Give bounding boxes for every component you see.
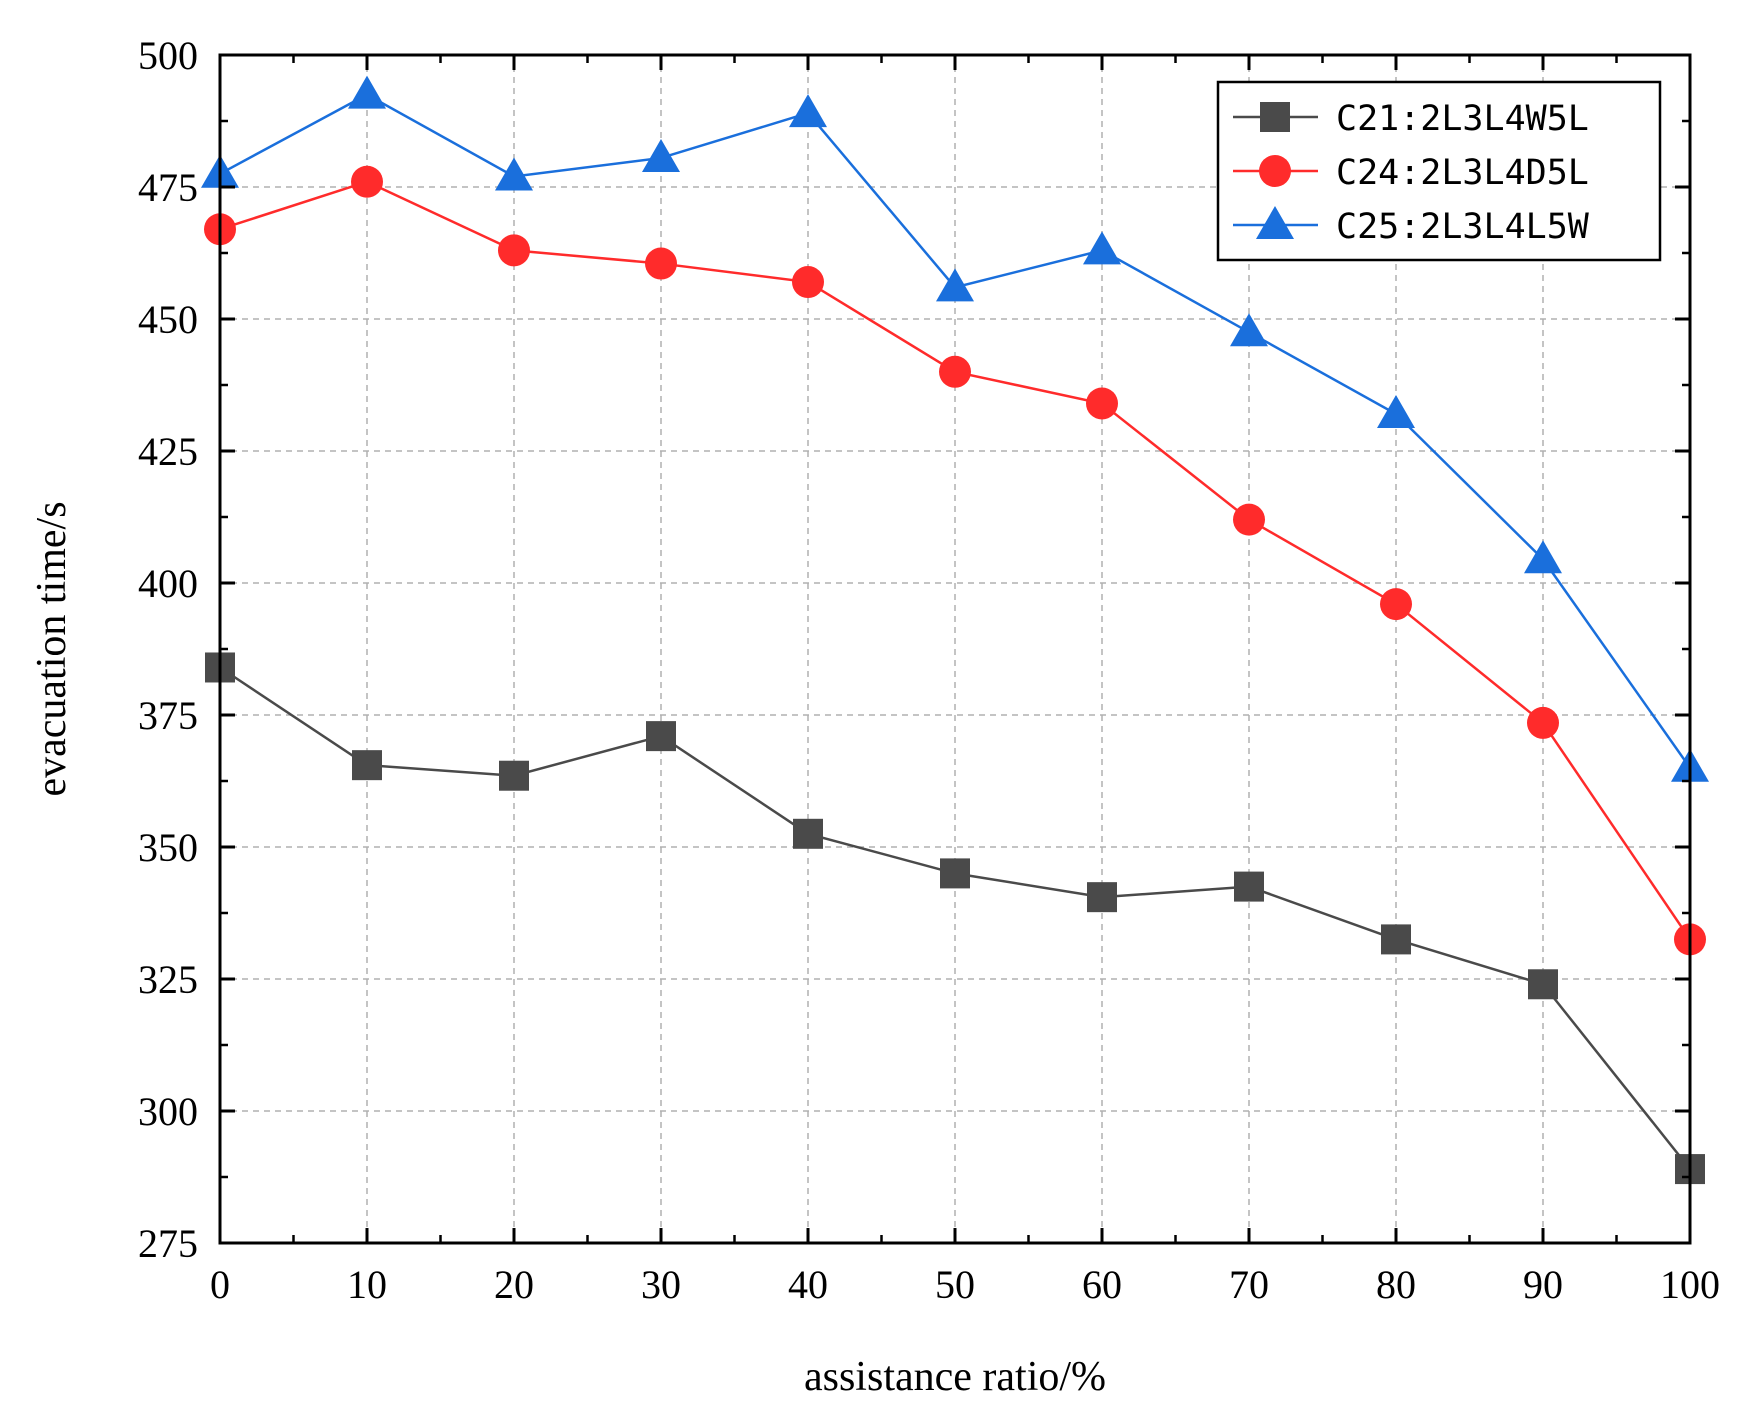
x-tick-label: 10 [347, 1262, 387, 1307]
data-point [1234, 871, 1264, 902]
data-point [1086, 387, 1118, 420]
legend: C21:2L3L4W5L C24:2L3L4D5L C25:2L3L4L5W [1216, 80, 1662, 262]
data-point [351, 165, 383, 198]
y-tick-label: 400 [138, 561, 198, 606]
tick-labels: 0 10 20 30 40 50 60 70 80 90 100 275 300 325 350 375 400… [138, 33, 1720, 1307]
data-point [939, 355, 971, 388]
data-point [495, 157, 533, 191]
x-tick-label: 80 [1376, 1262, 1416, 1307]
legend-item: C24:2L3L4D5L [1233, 153, 1589, 193]
data-point [499, 760, 529, 791]
data-point [793, 818, 823, 849]
y-tick-label: 275 [138, 1221, 198, 1266]
data-point [1083, 231, 1121, 265]
x-tick-label: 30 [641, 1262, 681, 1307]
data-point [1381, 924, 1411, 955]
data-point [1230, 313, 1268, 347]
y-tick-label: 325 [138, 957, 198, 1002]
axis-ticks [218, 53, 1692, 1245]
legend-label: C21:2L3L4W5L [1336, 99, 1589, 139]
data-point [645, 247, 677, 280]
y-tick-label: 500 [138, 33, 198, 78]
y-tick-label: 300 [138, 1089, 198, 1134]
y-tick-label: 425 [138, 429, 198, 474]
legend-label: C24:2L3L4D5L [1336, 153, 1589, 193]
series-layer [201, 75, 1709, 1185]
legend-item: C21:2L3L4W5L [1233, 99, 1589, 139]
data-point [498, 234, 530, 267]
data-point [940, 858, 970, 889]
data-point [646, 721, 676, 752]
x-tick-label: 20 [494, 1262, 534, 1307]
data-point [1087, 882, 1117, 913]
data-point [1527, 706, 1559, 739]
legend-marker [1259, 155, 1291, 187]
data-point [792, 266, 824, 299]
x-tick-label: 60 [1082, 1262, 1122, 1307]
x-tick-label: 40 [788, 1262, 828, 1307]
data-point [1233, 503, 1265, 536]
x-axis-title: assistance ratio/% [804, 1354, 1106, 1400]
data-point [1524, 540, 1562, 574]
legend-item: C25:2L3L4L5W [1233, 206, 1590, 247]
x-tick-label: 100 [1660, 1262, 1720, 1307]
data-point [642, 138, 680, 172]
x-tick-label: 0 [210, 1262, 230, 1307]
series-3 [201, 75, 1709, 782]
x-tick-label: 50 [935, 1262, 975, 1307]
y-tick-label: 375 [138, 693, 198, 738]
series-1 [205, 652, 1705, 1185]
y-tick-label: 450 [138, 297, 198, 342]
data-point [1377, 395, 1415, 429]
data-point [1380, 588, 1412, 621]
series-2 [204, 165, 1706, 956]
data-point [352, 750, 382, 781]
x-tick-label: 70 [1229, 1262, 1269, 1307]
data-point [348, 75, 386, 109]
data-point [789, 94, 827, 128]
legend-label: C25:2L3L4L5W [1336, 207, 1590, 247]
data-point [1528, 969, 1558, 1000]
x-tick-label: 90 [1523, 1262, 1563, 1307]
data-point [936, 268, 974, 302]
legend-marker [1256, 206, 1294, 239]
y-axis-title: evacuation time/s [29, 501, 75, 796]
y-tick-label: 475 [138, 165, 198, 210]
legend-marker [1260, 102, 1290, 132]
y-tick-label: 350 [138, 825, 198, 870]
